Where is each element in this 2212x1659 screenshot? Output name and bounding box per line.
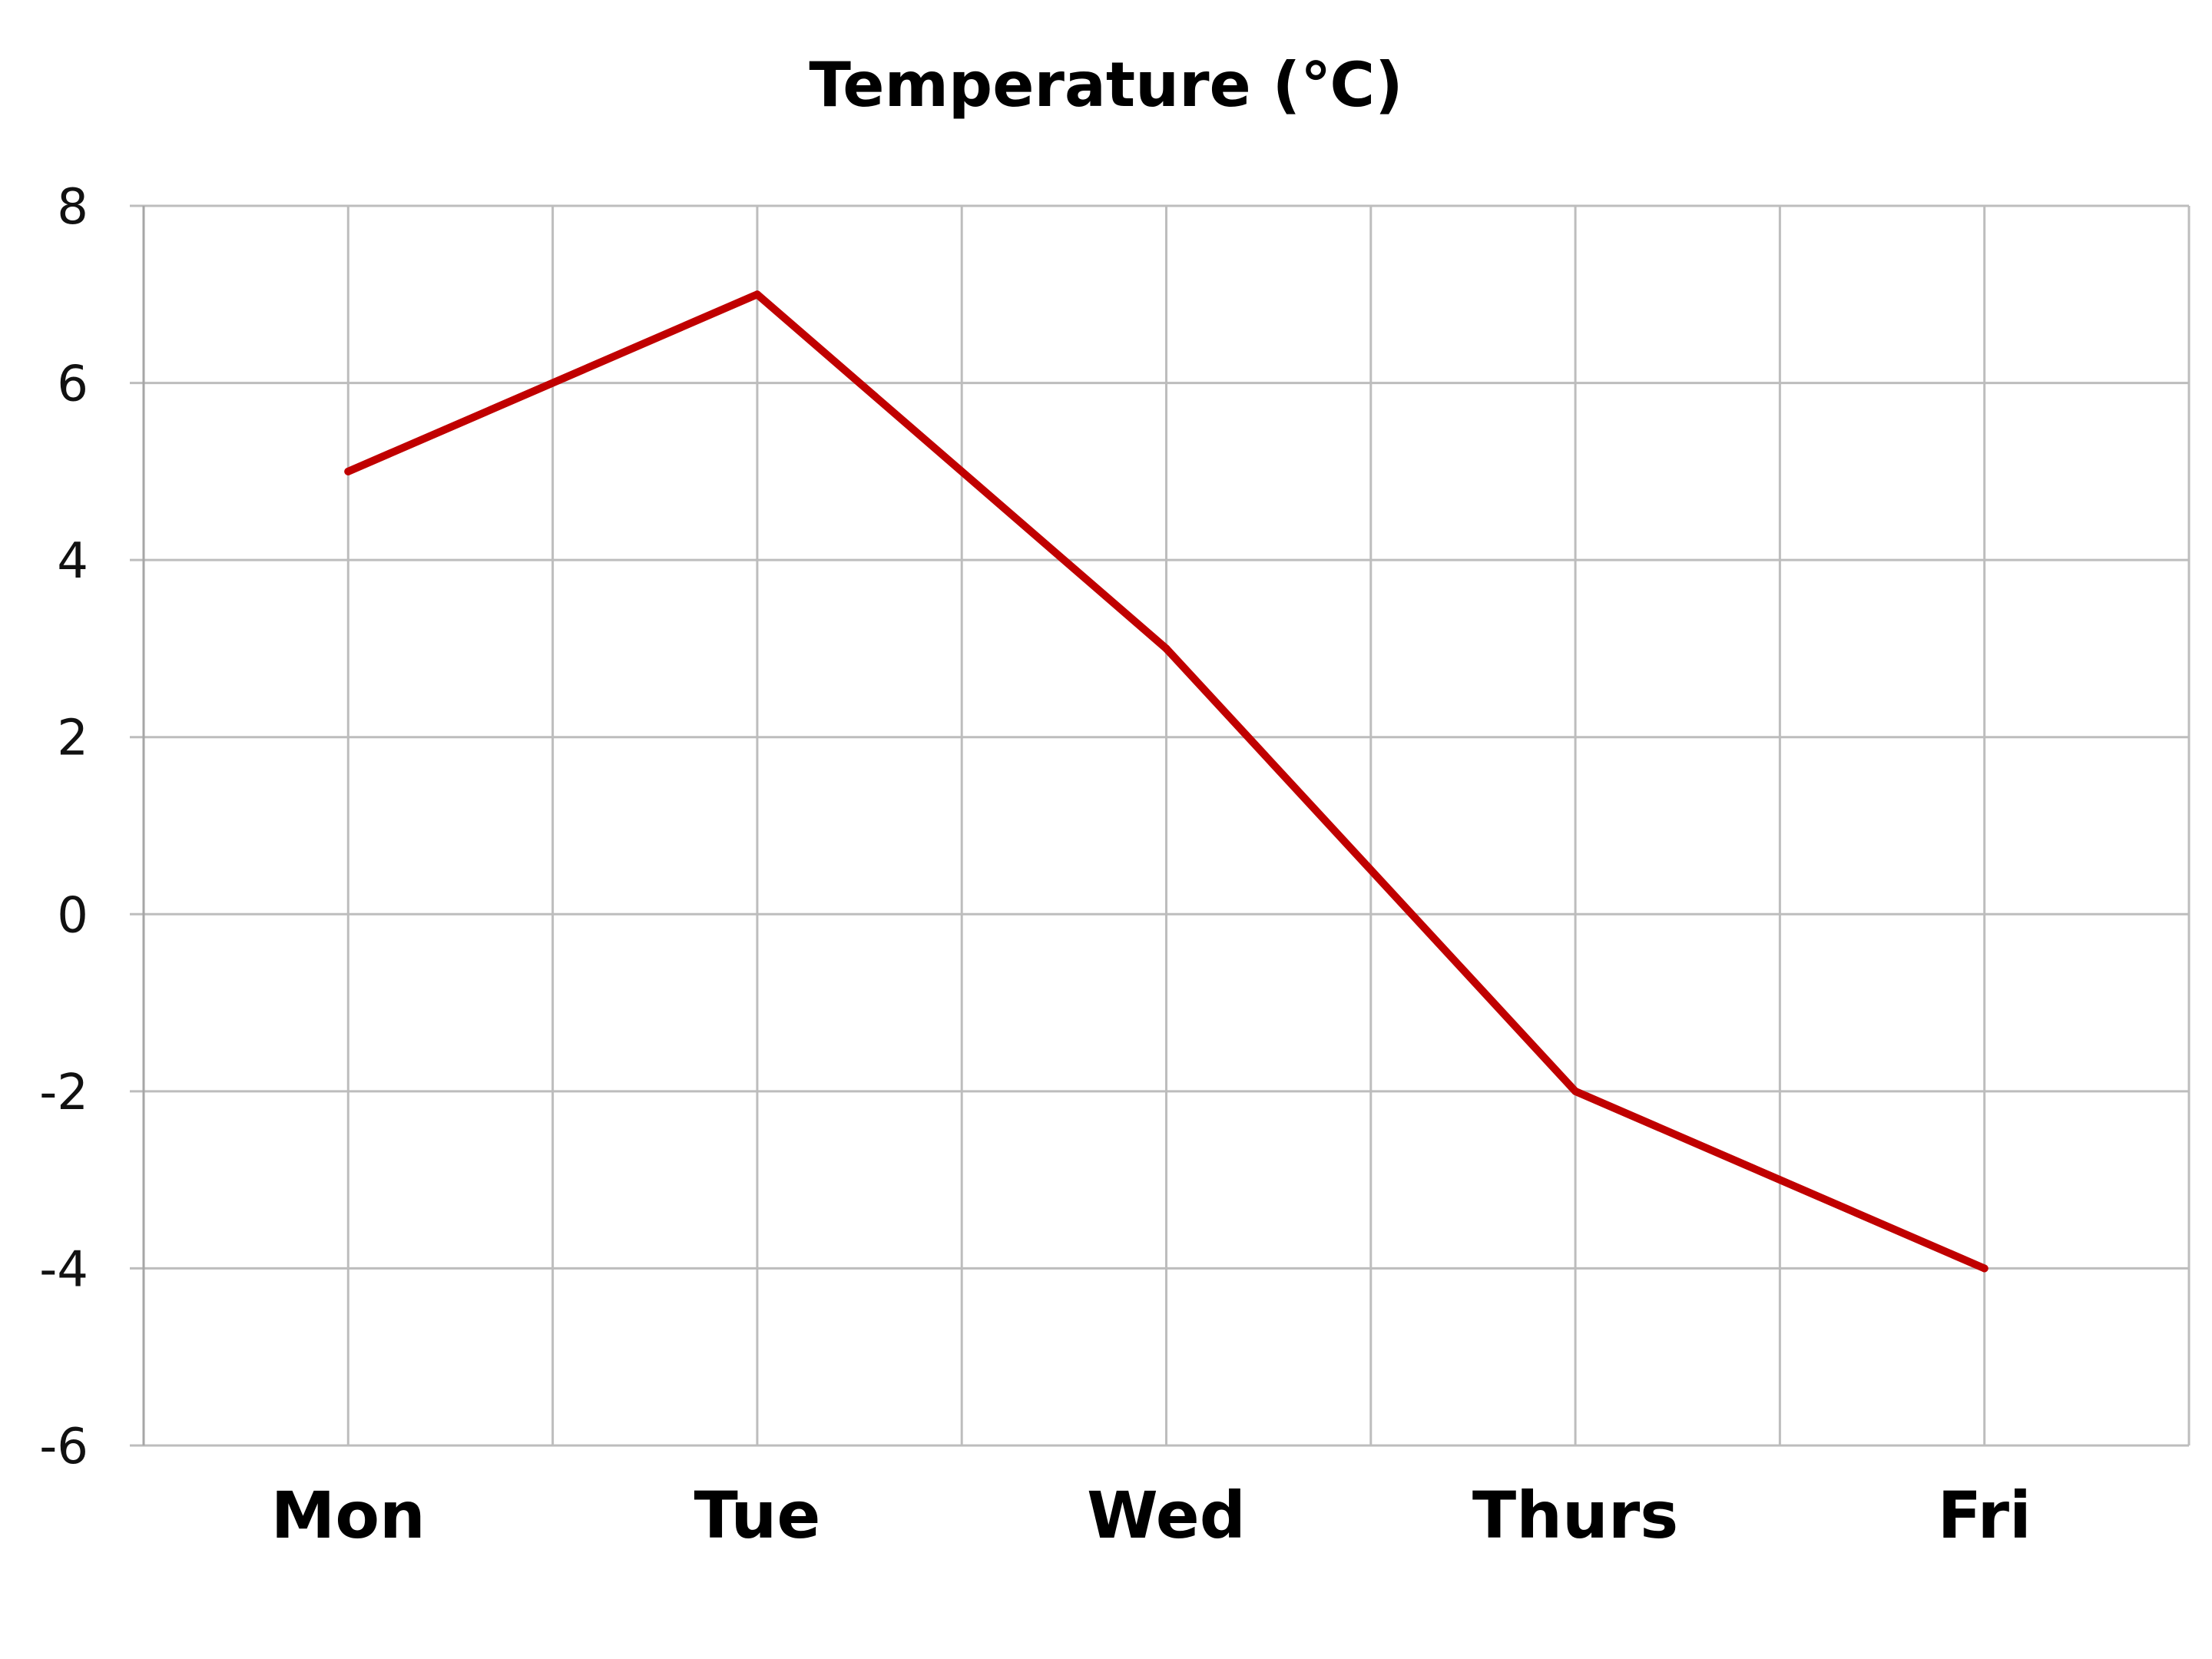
y-axis-ticks: 8 6 4 2 0 -2 -4 -6 — [39, 179, 88, 1475]
y-tick-label: 6 — [57, 356, 88, 413]
grid — [130, 204, 2190, 1447]
y-tick-label: -2 — [39, 1065, 88, 1121]
x-tick-label: Thurs — [1472, 1478, 1678, 1553]
x-tick-label: Wed — [1087, 1478, 1246, 1553]
y-tick-label: 2 — [57, 710, 88, 767]
data-point — [753, 290, 761, 299]
x-tick-label: Mon — [271, 1478, 426, 1553]
x-tick-label: Tue — [694, 1478, 820, 1553]
data-point — [344, 467, 353, 475]
series — [344, 290, 1988, 1273]
data-point — [1571, 1087, 1580, 1095]
y-tick-label: 8 — [57, 179, 88, 236]
x-tick-label: Fri — [1938, 1478, 2032, 1553]
chart-title: Temperature (℃) — [809, 49, 1402, 121]
x-axis-ticks: Mon Tue Wed Thurs Fri — [271, 1478, 2032, 1553]
data-point — [1162, 644, 1171, 653]
y-tick-label: -6 — [39, 1419, 88, 1475]
y-tick-label: 4 — [57, 533, 88, 590]
y-tick-label: 0 — [57, 887, 88, 944]
data-point — [1980, 1264, 1988, 1273]
y-tick-label: -4 — [39, 1241, 88, 1298]
